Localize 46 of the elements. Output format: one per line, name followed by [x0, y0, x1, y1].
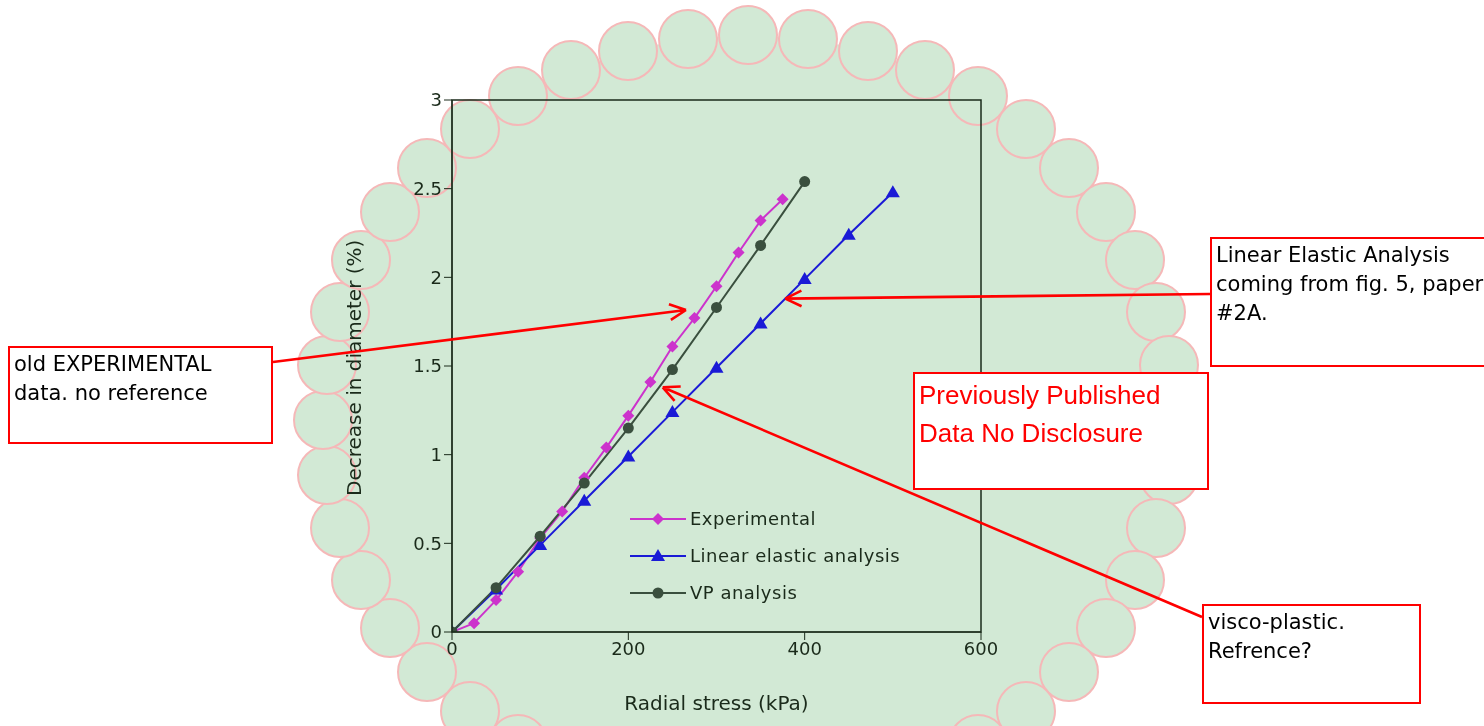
- point: [885, 185, 900, 198]
- point: [776, 193, 789, 206]
- y-tick-label: 2: [430, 266, 442, 288]
- y-tick-label: 3: [430, 89, 442, 111]
- legend-label: VP analysis: [690, 582, 798, 603]
- y-axis-title: Decrease in diameter (%): [342, 239, 367, 496]
- point: [512, 565, 525, 578]
- legend-label: Experimental: [690, 508, 817, 529]
- point: [556, 505, 569, 518]
- point: [710, 280, 723, 293]
- x-tick-label: 600: [963, 637, 999, 659]
- point: [468, 617, 481, 630]
- y-tick-label: 1.5: [413, 355, 442, 377]
- point: [665, 405, 680, 418]
- annotation: visco-plastic. Refrence?: [1202, 604, 1421, 704]
- point: [688, 312, 701, 325]
- point: [797, 272, 812, 285]
- x-axis-title: Radial stress (kPa): [624, 691, 809, 715]
- y-tick-label: 0: [430, 621, 442, 643]
- point: [577, 493, 592, 506]
- point: [666, 364, 678, 376]
- point: [755, 239, 767, 251]
- point: [711, 301, 722, 313]
- point: [600, 441, 613, 454]
- point: [622, 409, 635, 422]
- point: [732, 246, 745, 259]
- point: [709, 360, 724, 373]
- legend-label: Linear elastic analysis: [690, 545, 901, 566]
- text: old EXPERIMENTAL data. no reference: [8, 346, 273, 444]
- point: [622, 422, 634, 434]
- point: [841, 227, 856, 240]
- annotation: Linear Elastic Analysis coming from fig. 5, paper #2A.: [1210, 237, 1484, 367]
- y-tick-label: 2.5: [413, 178, 442, 200]
- y-tick-label: 0.5: [413, 532, 442, 554]
- x-tick-label: 200: [611, 637, 646, 659]
- point: [754, 214, 767, 227]
- x-tick-label: 0: [446, 637, 458, 659]
- point: [578, 477, 590, 489]
- point: [666, 340, 679, 353]
- y-tick-label: 1: [430, 444, 442, 466]
- x-tick-label: 400: [787, 637, 822, 659]
- point: [490, 594, 503, 607]
- point: [621, 449, 636, 462]
- point: [799, 176, 811, 188]
- point: [644, 375, 657, 388]
- point: [753, 316, 768, 329]
